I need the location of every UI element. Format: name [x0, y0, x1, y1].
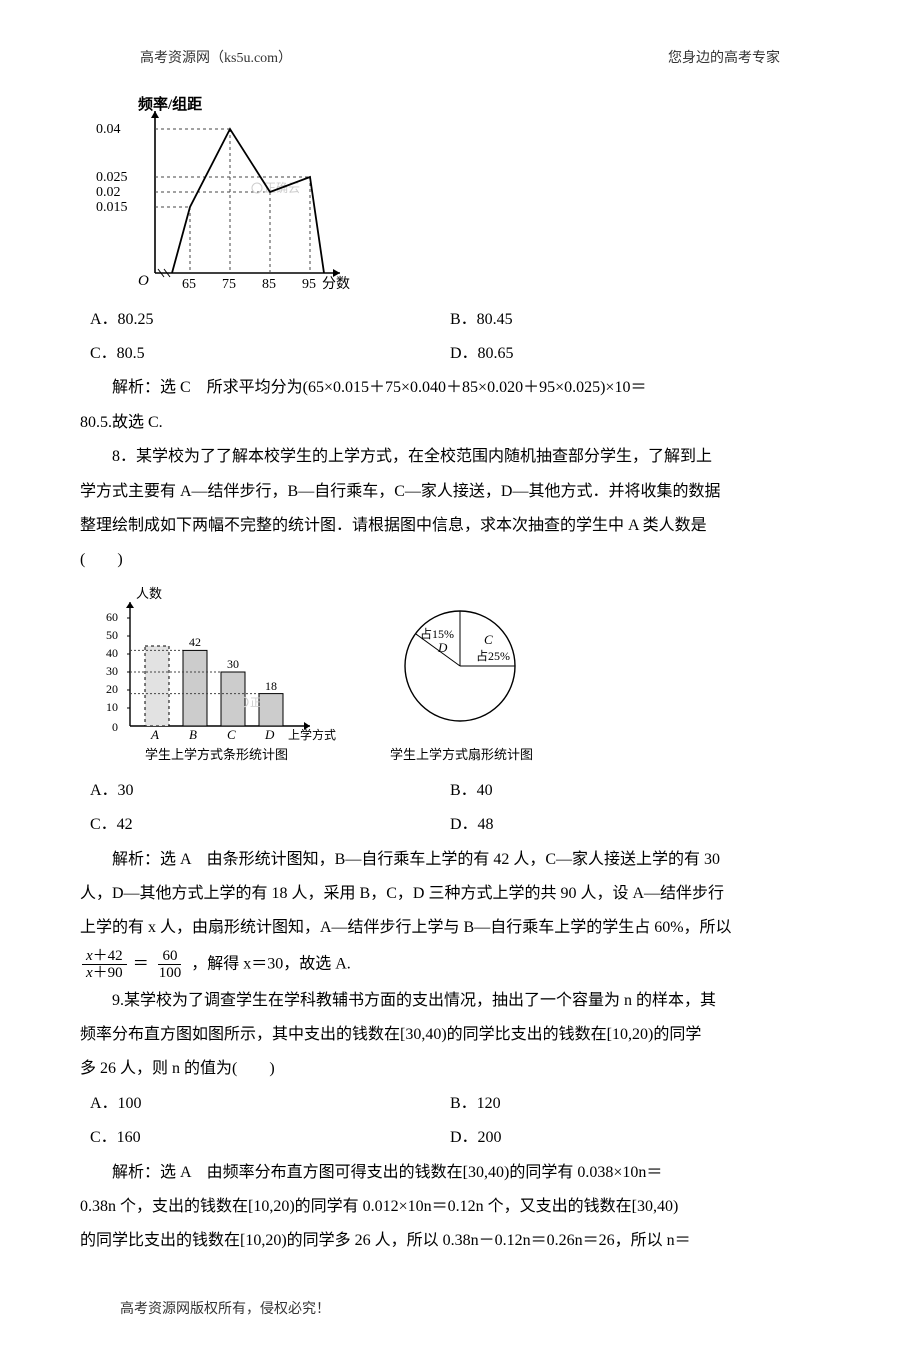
q8-stem-3: 整理绘制成如下两幅不完整的统计图．请根据图中信息，求本次抽查的学生中 A 类人数…	[80, 511, 840, 541]
svg-text:A: A	[150, 727, 159, 742]
svg-text:人数: 人数	[136, 586, 162, 601]
svg-text:30: 30	[227, 657, 239, 671]
svg-text:60: 60	[106, 610, 118, 624]
q7-origin: O	[138, 273, 149, 289]
q9-sol-1: 解析：选 A 由频率分布直方图可得支出的钱数在[30,40)的同学有 0.038…	[80, 1158, 840, 1188]
frac1-num: x＋42	[82, 948, 127, 966]
frac2-num: 60	[158, 948, 181, 966]
q7-option-c: C．80.5	[90, 339, 450, 369]
q9-stem-3: 多 26 人，则 n 的值为( )	[80, 1054, 840, 1084]
svg-text:正确云: 正确云	[250, 696, 283, 709]
svg-text:18: 18	[265, 679, 277, 693]
pie-caption: 学生上学方式扇形统计图	[390, 747, 533, 762]
q8-options-row1: A．30 B．40	[90, 776, 840, 806]
svg-text:42: 42	[189, 635, 201, 649]
q9-option-b: B．120	[450, 1089, 650, 1119]
q9-option-c: C．160	[90, 1123, 450, 1153]
q8-stem-2: 学方式主要有 A—结伴步行，B—自行乘车，C—家人接送，D—其他方式．并将收集的…	[80, 477, 840, 507]
svg-text:10: 10	[106, 700, 118, 714]
svg-text:95: 95	[302, 277, 316, 292]
fraction-1: x＋42 x＋90	[82, 948, 127, 982]
q7-options-row1: A．80.25 B．80.45	[90, 305, 840, 335]
q7-solution-line2: 80.5.故选 C.	[80, 408, 840, 438]
svg-text:占15%: 占15%	[420, 626, 454, 641]
header-left: 高考资源网（ks5u.com）	[140, 46, 292, 73]
page-header: 高考资源网（ks5u.com） 您身边的高考专家	[80, 46, 840, 73]
frac1-den: x＋90	[82, 965, 127, 982]
svg-text:40: 40	[106, 646, 118, 660]
svg-text:B: B	[189, 727, 197, 742]
svg-text:20: 20	[106, 682, 118, 696]
q8-sol-2: 人，D—其他方式上学的有 18 人，采用 B，C，D 三种方式上学的共 90 人…	[80, 879, 840, 909]
svg-text:85: 85	[262, 277, 276, 292]
q9-option-d: D．200	[450, 1123, 650, 1153]
svg-text:上学方式: 上学方式	[288, 727, 336, 742]
q8-sol-3: 上学的有 x 人，由扇形统计图知，A—结伴步行上学与 B—自行乘车上学的学生占 …	[80, 913, 840, 943]
q8-stem-1: 8．某学校为了了解本校学生的上学方式，在全校范围内随机抽查部分学生，了解到上	[80, 442, 840, 472]
q7-option-b: B．80.45	[450, 305, 650, 335]
q8-option-a: A．30	[90, 776, 450, 806]
q9-options-row2: C．160 D．200	[90, 1123, 840, 1153]
q7-option-d: D．80.65	[450, 339, 650, 369]
svg-text:75: 75	[222, 277, 236, 292]
q8-sol-4: x＋42 x＋90 ＝ 60 100 ，解得 x＝30，故选 A.	[80, 948, 840, 982]
svg-text:0.015: 0.015	[96, 200, 128, 215]
q8-option-b: B．40	[450, 776, 650, 806]
q8-charts: 人数 0 10 20 30 40 50 60 42	[80, 586, 840, 766]
q8-option-d: D．48	[450, 810, 650, 840]
q8-option-c: C．42	[90, 810, 450, 840]
q8-sol-4-tail: ，解得 x＝30，故选 A.	[191, 955, 351, 972]
header-right: 您身边的高考专家	[668, 46, 780, 73]
q7-solution-line1: 解析：选 C 所求平均分为(65×0.015＋75×0.040＋85×0.020…	[80, 373, 840, 403]
svg-text:0.025: 0.025	[96, 170, 128, 185]
q9-stem-2: 频率分布直方图如图所示，其中支出的钱数在[30,40)的同学比支出的钱数在[10…	[80, 1020, 840, 1050]
q8-sol-1: 解析：选 A 由条形统计图知，B—自行乘车上学的有 42 人，C—家人接送上学的…	[80, 845, 840, 875]
svg-text:D: D	[264, 727, 275, 742]
svg-text:C: C	[484, 632, 493, 647]
q7-options-row2: C．80.5 D．80.65	[90, 339, 840, 369]
fraction-2: 60 100	[155, 948, 186, 982]
svg-text:30: 30	[106, 664, 118, 678]
q9-option-a: A．100	[90, 1089, 450, 1119]
q7-ylabel: 频率/组距	[138, 95, 202, 113]
svg-text:D: D	[437, 640, 448, 655]
q8-options-row2: C．42 D．48	[90, 810, 840, 840]
svg-text:50: 50	[106, 628, 118, 642]
svg-text:65: 65	[182, 277, 196, 292]
svg-text:占25%: 占25%	[476, 648, 510, 663]
q9-options-row1: A．100 B．120	[90, 1089, 840, 1119]
svg-text:0: 0	[112, 720, 118, 734]
frac2-den: 100	[155, 965, 186, 982]
q7-chart: 频率/组距 O 0.04 0.025 0.02 0.015 正确云 65 75 …	[90, 93, 840, 293]
q7-option-a: A．80.25	[90, 305, 450, 335]
svg-text:C: C	[227, 727, 236, 742]
bar-caption: 学生上学方式条形统计图	[145, 747, 288, 762]
q8-stem-4: ( )	[80, 545, 840, 575]
svg-text:0.04: 0.04	[96, 122, 121, 137]
svg-text:0.02: 0.02	[96, 185, 121, 200]
q7-xlabel: 分数	[322, 276, 350, 292]
q9-sol-3: 的同学比支出的钱数在[10,20)的同学多 26 人，所以 0.38n－0.12…	[80, 1226, 840, 1256]
q9-sol-2: 0.38n 个，支出的钱数在[10,20)的同学有 0.012×10n＝0.12…	[80, 1192, 840, 1222]
q9-stem-1: 9.某学校为了调查学生在学科教辅书方面的支出情况，抽出了一个容量为 n 的样本，…	[80, 986, 840, 1016]
page-footer: 高考资源网版权所有，侵权必究！	[80, 1297, 840, 1324]
footer-text: 高考资源网版权所有，侵权必究！	[120, 1302, 330, 1317]
